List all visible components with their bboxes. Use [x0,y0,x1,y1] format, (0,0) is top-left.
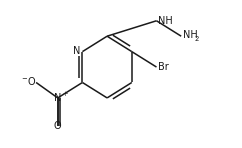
Text: 2: 2 [194,36,199,41]
Text: NH: NH [183,30,197,40]
Text: Br: Br [158,62,169,72]
Text: O: O [28,78,35,87]
Text: N: N [54,93,61,103]
Text: NH: NH [158,16,173,26]
Text: −: − [21,76,27,82]
Text: +: + [63,91,68,97]
Text: N: N [74,46,81,56]
Text: O: O [54,121,61,131]
